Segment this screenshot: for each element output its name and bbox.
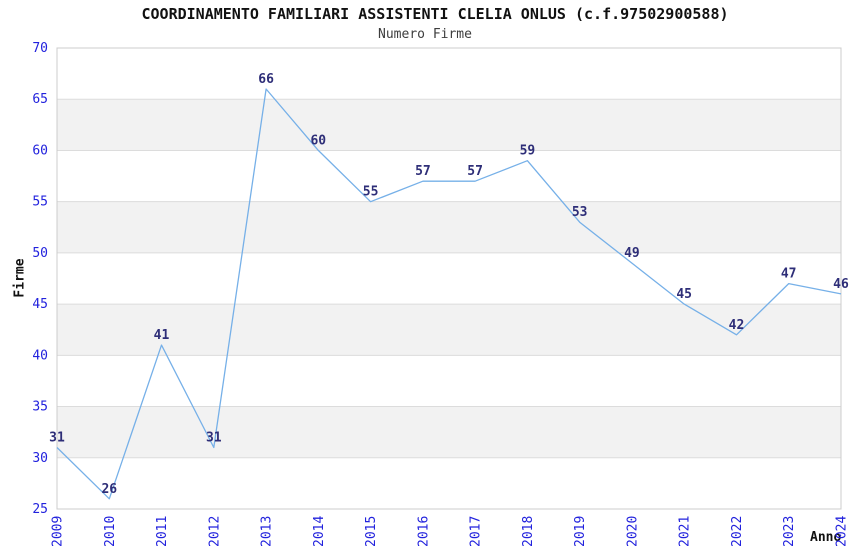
data-label: 47: [781, 267, 797, 282]
x-tick-label: 2022: [730, 516, 745, 547]
data-label: 41: [154, 328, 170, 343]
y-tick-label: 30: [32, 451, 48, 466]
data-label: 26: [101, 482, 117, 497]
series-line: [56, 88, 842, 500]
y-tick-label: 25: [32, 502, 48, 517]
data-label: 57: [415, 164, 431, 179]
x-tick-label: 2012: [207, 516, 222, 547]
data-label: 66: [258, 72, 274, 87]
y-tick-label: 55: [32, 195, 48, 210]
data-label: 55: [363, 185, 379, 200]
data-label: 45: [676, 287, 692, 302]
x-tick-label: 2013: [260, 516, 275, 547]
x-tick-label: 2017: [469, 516, 484, 547]
x-tick-label: 2023: [782, 516, 797, 547]
data-label: 59: [520, 144, 536, 159]
data-label: 46: [833, 277, 849, 292]
x-tick-label: 2024: [835, 516, 850, 547]
y-tick-label: 40: [32, 348, 48, 363]
x-tick-label: 2010: [103, 516, 118, 547]
y-tick-label: 50: [32, 246, 48, 261]
x-tick-label: 2015: [364, 516, 379, 547]
data-label: 42: [729, 318, 745, 333]
x-tick-label: 2019: [573, 516, 588, 547]
plot-border: [56, 47, 842, 510]
x-axis-title: Anno: [810, 530, 842, 545]
data-label: 31: [206, 431, 222, 446]
x-tick-label: 2011: [155, 516, 170, 547]
data-label: 60: [310, 133, 326, 148]
data-label: 31: [49, 431, 65, 446]
y-tick-label: 60: [32, 143, 48, 158]
x-tick-label: 2018: [521, 516, 536, 547]
band-stripe: [57, 99, 841, 151]
x-tick-label: 2016: [416, 516, 431, 547]
y-tick-label: 45: [32, 297, 48, 312]
y-tick-label: 65: [32, 92, 48, 107]
chart-subtitle: Numero Firme: [378, 27, 472, 42]
band-stripe: [57, 304, 841, 356]
band-stripe: [57, 406, 841, 458]
y-tick-label: 70: [32, 41, 48, 56]
x-tick-label: 2009: [51, 516, 66, 547]
data-label: 53: [572, 205, 588, 220]
band-stripe: [57, 201, 841, 253]
x-tick-label: 2021: [678, 516, 693, 547]
x-tick-label: 2014: [312, 516, 327, 547]
data-label: 57: [467, 164, 483, 179]
data-label: 49: [624, 246, 640, 261]
y-tick-label: 35: [32, 400, 48, 415]
chart-title: COORDINAMENTO FAMILIARI ASSISTENTI CLELI…: [141, 5, 729, 23]
x-tick-label: 2020: [625, 516, 640, 547]
